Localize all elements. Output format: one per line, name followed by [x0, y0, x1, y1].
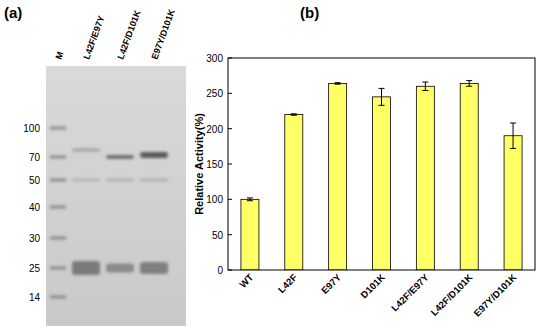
lane-label: L42F/E97Y: [81, 14, 106, 60]
x-tick-label: E97Y/D101K: [471, 272, 518, 319]
y-tick: [228, 164, 232, 165]
marker-label: 30: [29, 233, 41, 244]
plot-frame: [228, 58, 535, 270]
bars: [241, 81, 522, 270]
x-tick-label: L42F/D101K: [428, 272, 474, 318]
y-tick: [228, 128, 232, 129]
sample-band: [140, 262, 168, 274]
error-bar: [466, 81, 472, 87]
y-axis-label: Relative Activity(%): [193, 113, 205, 215]
marker-band: [50, 296, 66, 299]
bar: [285, 115, 303, 270]
marker-label: 40: [29, 202, 41, 213]
y-tick-label: 150: [206, 159, 223, 170]
y-tick: [228, 93, 232, 94]
bar: [373, 97, 391, 270]
x-tick-label: L42F: [276, 272, 300, 296]
sample-band: [72, 261, 100, 275]
sample-band: [106, 264, 134, 273]
x-tick-label: D101K: [358, 272, 387, 301]
marker-label: 50: [29, 175, 41, 186]
y-tick: [228, 234, 232, 235]
error-bar: [422, 82, 428, 90]
marker-band: [50, 156, 66, 159]
sample-band: [72, 149, 100, 152]
marker-band: [50, 206, 66, 209]
y-tick-label: 200: [206, 124, 223, 135]
marker-band: [50, 179, 66, 182]
x-tick-label: WT: [237, 272, 255, 290]
error-bar: [379, 88, 385, 105]
sample-band: [140, 179, 168, 182]
error-bar: [247, 198, 253, 201]
figure: (a)100705040302514ML42F/E97YL42F/D101KE9…: [0, 0, 550, 330]
sample-band: [106, 155, 134, 159]
bar: [504, 136, 522, 270]
bar: [329, 83, 347, 270]
marker-band: [50, 237, 66, 240]
sample-band: [106, 179, 134, 182]
marker-band: [50, 267, 66, 270]
bar: [241, 199, 259, 270]
lane-label: M: [53, 50, 65, 60]
marker-band: [50, 127, 66, 130]
sample-band: [72, 179, 100, 182]
y-tick-label: 300: [206, 53, 223, 64]
error-bar: [335, 83, 341, 84]
error-bar: [510, 123, 516, 148]
lane-label: E97Y/D101K: [149, 7, 177, 60]
y-tick-label: 0: [217, 265, 223, 276]
sample-band: [140, 152, 168, 158]
bar: [416, 86, 434, 270]
error-bar: [291, 114, 297, 115]
y-tick: [228, 199, 232, 200]
panel-label: (a): [4, 4, 22, 21]
marker-label: 70: [29, 152, 41, 163]
marker-label: 14: [29, 292, 41, 303]
marker-label: 25: [29, 263, 41, 274]
gel-bands: [50, 127, 168, 299]
bar: [460, 83, 478, 270]
x-tick-label: L42F/E97Y: [389, 271, 431, 313]
lane-label: L42F/D101K: [115, 8, 142, 60]
marker-label: 100: [23, 123, 40, 134]
panel-label: (b): [300, 4, 319, 21]
gel-image: [46, 66, 186, 326]
y-tick-label: 50: [212, 230, 224, 241]
y-tick-label: 100: [206, 194, 223, 205]
y-tick-label: 250: [206, 88, 223, 99]
x-tick-label: E97Y: [319, 271, 344, 296]
